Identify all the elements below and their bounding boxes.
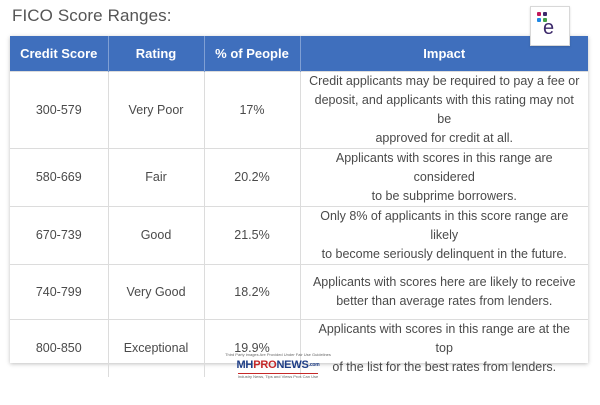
- page-title: FICO Score Ranges:: [12, 6, 172, 25]
- impact-line: deposit, and applicants with this rating…: [314, 93, 574, 126]
- impact-line: better than average rates from lenders.: [336, 294, 553, 308]
- cell-percent: 18.2%: [204, 264, 301, 320]
- cell-credit-score: 580-669: [10, 148, 109, 207]
- brand-logo: e: [530, 6, 570, 46]
- impact-line: Applicants with scores in this range are…: [335, 151, 553, 184]
- fico-score-table: Credit Score Rating % of People Impact 3…: [10, 36, 588, 377]
- cell-credit-score: 800-850: [10, 319, 109, 377]
- logo-dot: [543, 18, 547, 22]
- watermark-note: Third Party images Are Provided Under Fa…: [225, 352, 331, 357]
- cell-impact: Applicants with scores in this range are…: [300, 148, 588, 207]
- impact-line: Applicants with scores in this range are…: [318, 322, 571, 355]
- cell-rating: Good: [108, 206, 205, 265]
- cell-impact: Applicants with scores here are likely t…: [300, 264, 588, 320]
- logo-dot: [543, 12, 547, 16]
- column-header-rating: Rating: [108, 36, 205, 72]
- impact-line: Credit applicants may be required to pay…: [309, 74, 580, 88]
- cell-credit-score: 670-739: [10, 206, 109, 265]
- watermark-brand-suffix: .com: [308, 362, 320, 368]
- cell-rating: Fair: [108, 148, 205, 207]
- column-header-percent: % of People: [204, 36, 301, 72]
- cell-rating: Exceptional: [108, 319, 205, 377]
- cell-impact: Credit applicants may be required to pay…: [300, 71, 588, 149]
- table-row: 300-579 Very Poor 17% Credit applicants …: [10, 71, 588, 149]
- watermark-brand-mh: MH: [236, 359, 254, 371]
- cell-rating: Very Poor: [108, 71, 205, 149]
- cell-percent: 20.2%: [204, 148, 301, 207]
- impact-line: of the list for the best rates from lend…: [332, 360, 557, 374]
- table-row: 670-739 Good 21.5% Only 8% of applicants…: [10, 206, 588, 265]
- cell-rating: Very Good: [108, 264, 205, 320]
- logo-letter: e: [543, 17, 555, 39]
- watermark-divider: [238, 373, 318, 374]
- table-header-row: Credit Score Rating % of People Impact: [10, 36, 588, 72]
- watermark-logo: MHPRONEWS.com: [218, 359, 338, 372]
- cell-percent: 19.9%: [204, 319, 301, 377]
- cell-impact: Only 8% of applicants in this score rang…: [300, 206, 588, 265]
- fico-table-card: Credit Score Rating % of People Impact 3…: [10, 36, 588, 377]
- watermark: Third Party images Are Provided Under Fa…: [218, 352, 338, 396]
- watermark-tagline: Industry News, Tips and Views Pros Can U…: [237, 374, 319, 379]
- impact-line: Applicants with scores here are likely t…: [312, 275, 576, 289]
- logo-dot: [537, 18, 541, 22]
- cell-credit-score: 740-799: [10, 264, 109, 320]
- cell-percent: 17%: [204, 71, 301, 149]
- watermark-brand-pro: PRO: [253, 359, 277, 371]
- cell-impact: Applicants with scores in this range are…: [300, 319, 588, 377]
- logo-dot: [537, 12, 541, 16]
- column-header-credit-score: Credit Score: [10, 36, 109, 72]
- cell-percent: 21.5%: [204, 206, 301, 265]
- table-row: 740-799 Very Good 18.2% Applicants with …: [10, 264, 588, 320]
- cell-credit-score: 300-579: [10, 71, 109, 149]
- table-row: 580-669 Fair 20.2% Applicants with score…: [10, 148, 588, 207]
- impact-line: Only 8% of applicants in this score rang…: [320, 209, 569, 242]
- watermark-brand-news: NEWS: [276, 359, 309, 371]
- impact-line: approved for credit at all.: [375, 131, 514, 145]
- table-row: 800-850 Exceptional 19.9% Applicants wit…: [10, 319, 588, 377]
- impact-line: to be subprime borrowers.: [371, 189, 517, 203]
- impact-line: to become seriously delinquent in the fu…: [321, 247, 567, 261]
